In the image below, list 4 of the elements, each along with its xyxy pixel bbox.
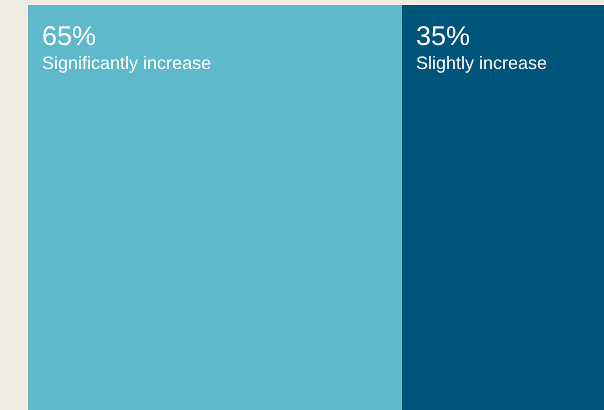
series-label: Slightly increase (416, 53, 548, 73)
data-label: 35% (416, 21, 470, 51)
series-label: Significantly increase (42, 53, 212, 73)
data-label: 65% (42, 21, 96, 51)
